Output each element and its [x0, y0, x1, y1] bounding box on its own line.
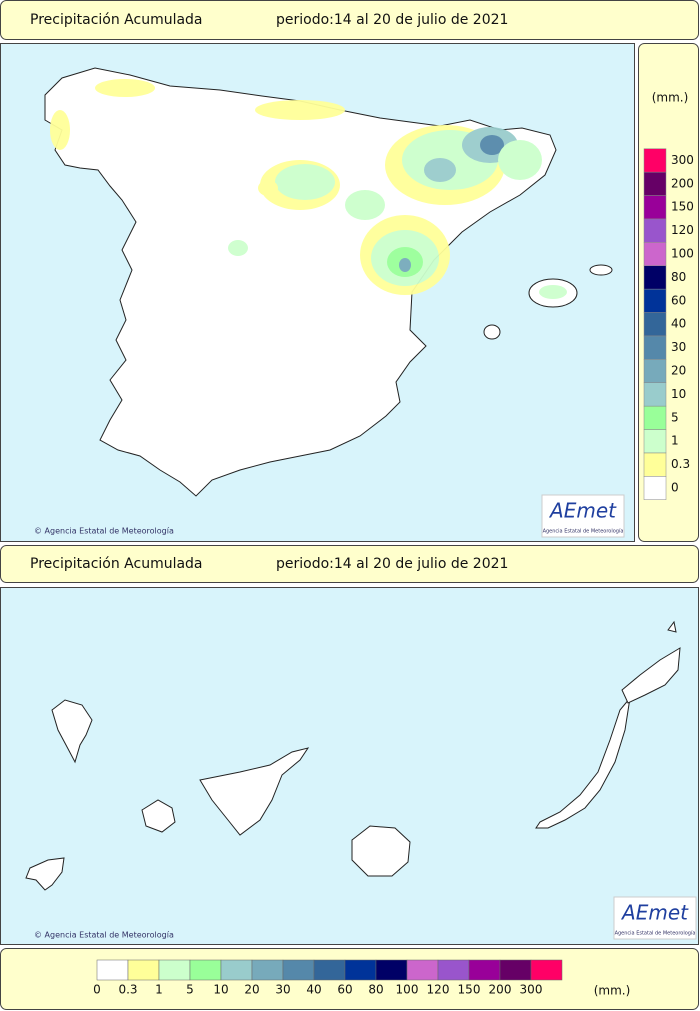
logo-subtitle: Agencia Estatal de Meteorología [615, 930, 696, 937]
legend-label: 1 [155, 983, 163, 997]
legend-label: 150 [671, 200, 694, 214]
legend-swatch [643, 218, 667, 243]
legend-label: 100 [671, 247, 694, 261]
legend-swatch [375, 959, 408, 981]
legend-label: 200 [489, 983, 512, 997]
legend-swatch [643, 242, 667, 266]
legend-label: 150 [458, 983, 481, 997]
legend-swatch [158, 959, 191, 981]
legend-swatch [643, 476, 667, 500]
logo: AEmet [548, 499, 617, 523]
legend-swatch [643, 405, 667, 430]
legend-swatch [127, 959, 160, 981]
legend-swatch [499, 959, 532, 981]
legend-label: 100 [396, 983, 419, 997]
legend-label: 80 [671, 270, 686, 284]
legend-swatch [189, 959, 222, 981]
legend-label: 10 [213, 983, 228, 997]
legend-label: 120 [427, 983, 450, 997]
legend-swatch [313, 959, 346, 981]
period: periodo:14 al 20 de julio de 2021 [276, 556, 508, 572]
period: periodo:14 al 20 de julio de 2021 [276, 12, 508, 28]
legend-swatch [530, 959, 563, 981]
legend-label: 10 [671, 387, 686, 401]
legend-label: 20 [671, 364, 686, 378]
legend-swatch [643, 359, 667, 383]
legend-label: 20 [244, 983, 259, 997]
legend-label: 0 [671, 481, 679, 495]
legend-swatch [643, 288, 667, 313]
legend-label: 40 [671, 317, 686, 331]
legend-swatch [344, 959, 377, 981]
map-title: Precipitación Acumulada [30, 12, 203, 28]
legend-label: 300 [671, 153, 694, 167]
legend-swatch [437, 959, 470, 981]
bottom-legend-items: 0 0.3 1 5 10 20 30 40 60 80 100 120 150 200 300 [93, 959, 563, 997]
legend-label: 120 [671, 223, 694, 237]
legend-swatch [251, 959, 284, 981]
ibiza [483, 324, 501, 340]
legend-label: 80 [368, 983, 383, 997]
legend-swatch [643, 171, 667, 196]
legend-swatch [643, 335, 667, 360]
legend-label: 60 [337, 983, 352, 997]
legend-label: 30 [671, 340, 686, 354]
legend-label: 200 [671, 176, 694, 190]
legend-label: 60 [671, 293, 686, 307]
legend-swatch [282, 959, 315, 981]
side-legend-items: 0 0.3 1 5 10 20 30 40 60 80 100 120 150 200 300 [643, 148, 694, 500]
logo-box [613, 896, 697, 940]
legend-swatch [643, 452, 667, 477]
legend-swatch [643, 195, 667, 220]
canary-islands [25, 620, 681, 891]
legend-label: 1 [671, 434, 679, 448]
legend-label: 0 [93, 983, 101, 997]
logo-box [541, 494, 625, 538]
legend-swatch [468, 959, 501, 981]
credit: © Agencia Estatal de Meteorología [34, 931, 174, 940]
legend-label: 5 [186, 983, 194, 997]
legend-swatch [220, 959, 253, 981]
credit: © Agencia Estatal de Meteorología [34, 527, 174, 536]
legend-swatch [406, 959, 439, 981]
legend-label: 30 [275, 983, 290, 997]
logo-subtitle: Agencia Estatal de Meteorología [543, 528, 624, 535]
legend-label: 5 [671, 410, 679, 424]
canarias-map [0, 587, 699, 945]
map-title: Precipitación Acumulada [30, 556, 203, 572]
precipitation-areas [50, 79, 567, 299]
header-bar [0, 0, 699, 40]
legend-label: 300 [520, 983, 543, 997]
legend-unit: (mm.) [652, 91, 689, 105]
legend-swatch [643, 382, 667, 407]
legend-swatch [643, 429, 667, 454]
legend-label: 0.3 [118, 983, 137, 997]
legend-unit: (mm.) [594, 984, 631, 998]
legend-swatch [643, 312, 667, 337]
logo: AEmet [620, 901, 689, 925]
header-bar [0, 545, 699, 583]
legend-swatch [643, 148, 667, 173]
legend-swatch [643, 265, 667, 290]
legend-label: 40 [306, 983, 321, 997]
menorca [589, 264, 613, 276]
legend-label: 0.3 [671, 457, 690, 471]
legend-swatch [96, 959, 129, 981]
